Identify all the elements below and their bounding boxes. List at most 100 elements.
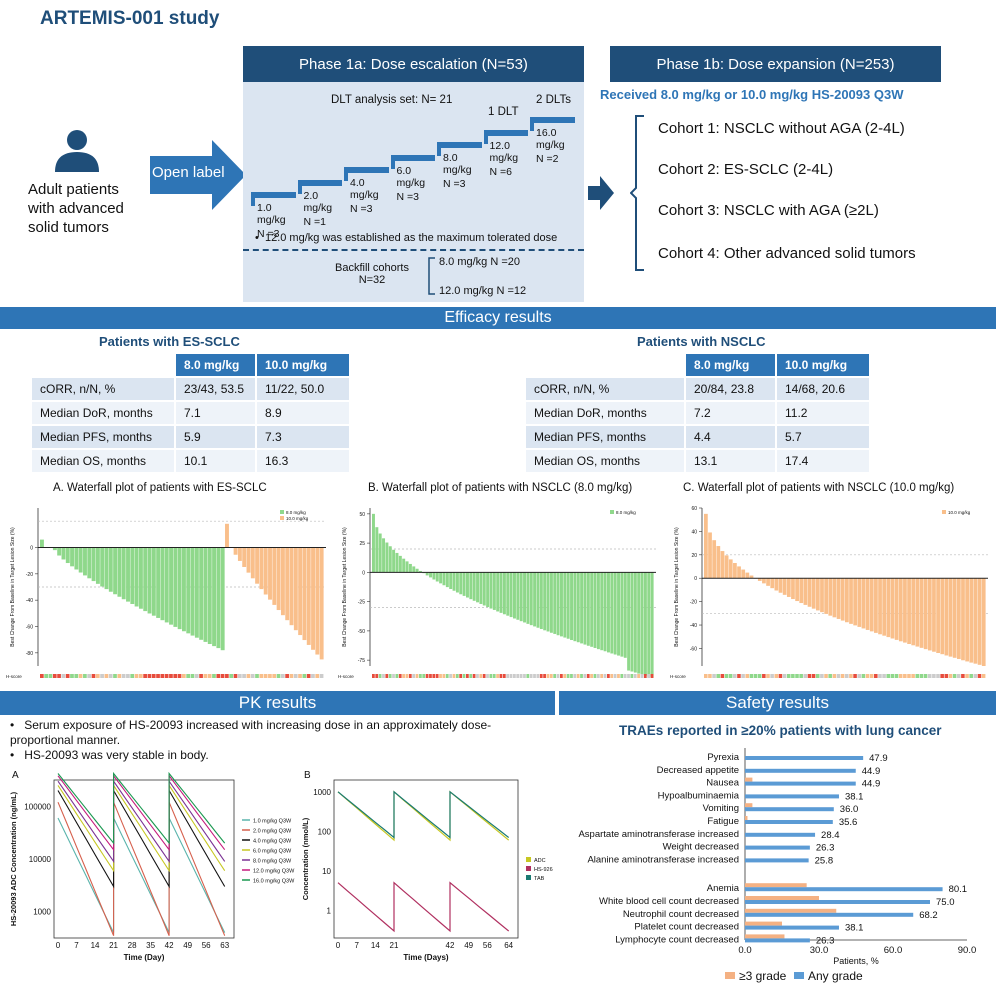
waterfall-bar xyxy=(143,547,148,612)
dose-n: N =1 xyxy=(303,215,326,228)
h-score-cell xyxy=(894,674,899,678)
sclc-table: 8.0 mg/kg 10.0 mg/kg cORR, n/N, % 23/43, 5… xyxy=(30,352,351,474)
waterfall-bar xyxy=(65,547,70,564)
h-score-cell xyxy=(778,674,783,678)
data-label: 38.1 xyxy=(845,791,864,802)
h-score-cell xyxy=(429,674,432,678)
table-row: Median DoR, months 7.2 11.2 xyxy=(524,400,871,426)
waterfall-bar xyxy=(259,547,264,590)
waterfall-bar xyxy=(306,547,311,645)
h-score-cell xyxy=(536,674,540,678)
h-score-cell xyxy=(969,674,973,678)
waterfall-bar xyxy=(405,561,409,573)
bar-any-grade xyxy=(745,900,930,904)
x-tick-label: 30.0 xyxy=(810,945,829,956)
y-tick-label: -80 xyxy=(26,651,33,657)
pk-series-line xyxy=(57,779,226,864)
h-score-cell xyxy=(861,674,866,678)
x-tick-label: 42 xyxy=(446,941,455,950)
h-score-cell xyxy=(853,674,857,678)
waterfall-bar xyxy=(927,578,932,651)
phase1a-header: Phase 1a: Dose escalation (N=53) xyxy=(243,46,584,82)
y-tick-label: 50 xyxy=(359,512,365,518)
h-score-cell xyxy=(874,674,878,678)
h-score-cell xyxy=(762,674,766,678)
waterfall-a: 0 -20 -40 -60 -80 Best Change From Baseline i… xyxy=(6,508,326,679)
h-score-cell xyxy=(44,674,49,678)
waterfall-bar xyxy=(940,578,945,655)
h-score-cell xyxy=(87,674,92,678)
h-score-cell xyxy=(733,674,737,678)
bar-any-grade xyxy=(745,858,809,863)
legend-label: 8.0 mg/kg xyxy=(286,510,306,515)
h-score-cell xyxy=(857,674,861,678)
h-score-cell xyxy=(712,674,716,678)
plot-frame xyxy=(53,779,235,939)
h-score-cell xyxy=(708,674,712,678)
sclc-table-title: Patients with ES-SCLC xyxy=(99,334,240,349)
bar-any-grade xyxy=(745,845,810,850)
bar-any-grade xyxy=(745,925,839,930)
dose-n: N =3 xyxy=(257,228,280,240)
waterfall-bar xyxy=(795,578,799,602)
waterfall-bar xyxy=(435,572,439,582)
waterfall-bar xyxy=(130,547,135,604)
efficacy-header: Efficacy results xyxy=(0,307,996,329)
backfill-n: N=32 xyxy=(358,274,386,286)
y-tick-label: -20 xyxy=(26,572,33,578)
h-score-cell xyxy=(375,674,379,678)
h-score-cell xyxy=(506,674,510,678)
waterfall-bar xyxy=(482,572,486,606)
waterfall-bar xyxy=(134,547,139,607)
h-score-cell xyxy=(237,674,242,678)
h-score-cell xyxy=(415,674,419,678)
legend-swatch xyxy=(526,875,531,880)
waterfall-bar xyxy=(408,563,412,573)
waterfall-bar xyxy=(774,578,779,591)
waterfall-bar xyxy=(526,572,530,624)
legend-swatch xyxy=(942,510,946,514)
y-axis-label: HS-20093 ADC Concentration (ng/mL) xyxy=(9,791,18,926)
phase1b-received: Received 8.0 mg/kg or 10.0 mg/kg HS-2009… xyxy=(600,87,904,102)
x-tick-label: 7 xyxy=(354,941,359,950)
h-score-cell xyxy=(272,674,277,678)
h-score-cell xyxy=(533,674,536,678)
x-tick-label: 90.0 xyxy=(958,945,977,956)
h-score-cell xyxy=(944,674,949,678)
h-score-cell xyxy=(907,674,911,678)
waterfall-bar xyxy=(539,572,543,630)
h-score-cell xyxy=(936,674,940,678)
h-score-cell xyxy=(408,674,412,678)
h-score-cell xyxy=(134,674,139,678)
waterfall-bar xyxy=(108,547,113,592)
waterfall-bar xyxy=(70,547,75,567)
waterfall-bar xyxy=(74,547,79,570)
h-score-cell xyxy=(650,674,654,678)
dose-value: 6.0 xyxy=(396,164,412,177)
waterfall-c: 60 40 20 0 -20 -40 -60 Best Change From Baselin… xyxy=(670,506,988,679)
cohort-3: Cohort 3: NSCLC with AGA (≥2L) xyxy=(658,202,879,219)
dose-unit: mg/kg xyxy=(396,176,426,189)
h-score-cell xyxy=(745,674,750,678)
waterfall-bar xyxy=(857,578,862,627)
h-score-cell xyxy=(306,674,311,678)
waterfall-bar xyxy=(147,547,152,614)
h-score-cell xyxy=(402,674,405,678)
dose-unit: mg/kg xyxy=(443,164,472,176)
dose-step-bar xyxy=(344,167,389,173)
bar-grade3 xyxy=(745,896,819,900)
cohort-4: Cohort 4: Other advanced solid tumors xyxy=(658,245,916,262)
waterfall-bar xyxy=(285,547,290,621)
waterfall-b-title: B. Waterfall plot of patients with NSCLC… xyxy=(368,482,633,494)
waterfall-bar xyxy=(412,566,416,573)
open-label-arrow: Open label xyxy=(150,140,246,210)
waterfall-bar xyxy=(600,572,604,651)
bar-any-grade xyxy=(745,756,864,760)
waterfall-bar xyxy=(640,572,644,675)
h-score-cell xyxy=(566,674,570,678)
h-score-cell xyxy=(543,674,546,678)
waterfall-bar xyxy=(315,547,320,655)
waterfall-bar xyxy=(828,578,833,616)
h-score-cell xyxy=(977,674,982,678)
h-score-cell xyxy=(419,674,422,678)
